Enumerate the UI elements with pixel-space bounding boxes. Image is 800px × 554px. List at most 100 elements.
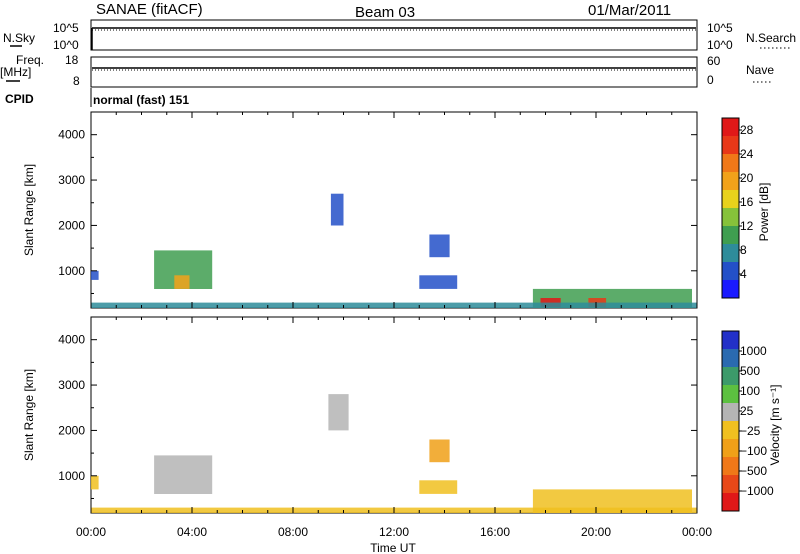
power-scatter-patch <box>91 270 99 280</box>
nsearch-tick-bottom: 10^0 <box>707 38 733 52</box>
velocity-colorbar-tick-label: 500 <box>740 364 760 378</box>
beam-title: Beam 03 <box>355 4 415 21</box>
nave-tick-bottom: 0 <box>707 73 714 87</box>
cpid-label: CPID <box>5 92 34 106</box>
noise-strip-frame <box>90 19 698 51</box>
power-colorbar-tick-label: 24 <box>740 147 754 161</box>
power-colorbar-tick-label: 20 <box>740 171 754 185</box>
velocity-colorbar-tick-label: −1000 <box>740 484 774 498</box>
power-scatter-patch <box>419 275 458 289</box>
velocity-colorbar-tick-label: −500 <box>740 464 767 478</box>
time-tick-label: 16:00 <box>480 525 510 539</box>
date-title: 01/Mar/2011 <box>588 2 671 19</box>
velocity-y-tick-label: 2000 <box>58 423 85 437</box>
nave-tick-top: 60 <box>707 54 721 68</box>
velocity-colorbar-segment <box>722 493 739 512</box>
power-colorbar-segment <box>722 262 739 281</box>
cpid-text: normal (fast) 151 <box>93 93 189 107</box>
time-tick-label: 00:00 <box>682 525 712 539</box>
velocity-y-tick-label: 1000 <box>58 469 85 483</box>
power-colorbar-segment <box>722 280 739 299</box>
velocity-scatter-patch <box>532 489 692 513</box>
power-y-tick-label: 1000 <box>58 264 85 278</box>
power-panel: 1000 2000 3000 4000 Slant Range [km] <box>22 111 698 309</box>
power-colorbar-segment <box>722 118 739 137</box>
frequency-strip-frame <box>90 56 698 88</box>
time-tick-label: 12:00 <box>379 525 409 539</box>
velocity-colorbar-tick-label: −25 <box>740 424 761 438</box>
time-axis-labels: 00:00 04:00 08:00 12:00 16:00 20:00 00:00 <box>76 525 712 539</box>
power-colorbar-segment <box>722 172 739 191</box>
power-colorbar-segment <box>722 208 739 227</box>
velocity-colorbar-frame <box>721 330 740 512</box>
power-colorbar-frame <box>721 117 740 299</box>
power-colorbar-tick-label: 16 <box>740 195 754 209</box>
power-colorbar-tick-label: 12 <box>740 219 754 233</box>
velocity-colorbar-segment <box>722 367 739 386</box>
velocity-colorbar-tick-label: −100 <box>740 444 767 458</box>
power-scatter-patch <box>174 275 190 289</box>
power-colorbar-segment <box>722 136 739 155</box>
power-cells <box>91 193 697 308</box>
nsearch-label: N.Search <box>746 31 796 45</box>
power-colorbar-segment <box>722 154 739 173</box>
velocity-panel: 1000 2000 3000 4000 Slant Range [km] <box>22 316 698 514</box>
freq-tick-top: 18 <box>65 53 79 67</box>
velocity-colorbar-segment <box>722 421 739 440</box>
velocity-colorbar-segment <box>722 349 739 368</box>
power-ylabel: Slant Range [km] <box>22 164 36 256</box>
power-scatter-patch <box>330 193 344 226</box>
xlabel: Time UT <box>370 541 416 554</box>
power-colorbar-tick-label: 4 <box>740 267 747 281</box>
time-tick-label: 08:00 <box>278 525 308 539</box>
time-tick-label: 20:00 <box>581 525 611 539</box>
power-y-tick-label: 2000 <box>58 218 85 232</box>
velocity-scatter-patch <box>419 480 458 494</box>
freq-tick-bottom: 8 <box>73 74 80 88</box>
velocity-colorbar: 1000 500 100 25 −25 −100 −500 −1000 <box>721 330 774 512</box>
power-colorbar-segment <box>722 226 739 245</box>
velocity-colorbar-segment <box>722 439 739 458</box>
nsky-tick-top: 10^5 <box>53 21 79 35</box>
noise-strip: N.Sky 10^5 10^0 10^5 10^0 N.Search <box>3 19 796 52</box>
time-tick-label: 04:00 <box>177 525 207 539</box>
power-scatter-patch <box>429 234 450 258</box>
frequency-strip: Freq. [MHz] 18 8 60 0 Nave <box>0 53 774 88</box>
freq-unit-label: [MHz] <box>0 65 31 79</box>
velocity-colorbar-segment <box>722 331 739 350</box>
velocity-y-ticks: 1000 2000 3000 4000 <box>58 333 697 499</box>
power-colorbar-segment <box>722 244 739 263</box>
nsearch-tick-top: 10^5 <box>707 21 733 35</box>
power-colorbar-tick-label: 28 <box>740 123 754 137</box>
velocity-scatter-patch <box>328 394 349 431</box>
velocity-colorbar-segment <box>722 457 739 476</box>
station-title: SANAE (fitACF) <box>96 1 203 18</box>
velocity-y-tick-label: 3000 <box>58 378 85 392</box>
nave-label: Nave <box>746 63 774 77</box>
power-colorbar-label: Power [dB] <box>757 183 771 242</box>
velocity-colorbar-label: Velocity [m s⁻¹] <box>768 384 782 465</box>
nsky-tick-bottom: 10^0 <box>53 38 79 52</box>
power-y-tick-label: 4000 <box>58 128 85 142</box>
nsky-label: N.Sky <box>3 31 35 45</box>
power-y-tick-label: 3000 <box>58 173 85 187</box>
velocity-colorbar-tick-label: 25 <box>740 404 754 418</box>
time-tick-label: 00:00 <box>76 525 106 539</box>
velocity-x-ticks <box>90 317 698 513</box>
power-colorbar-segment <box>722 190 739 209</box>
velocity-scatter-patch <box>154 455 213 494</box>
power-y-ticks: 1000 2000 3000 4000 <box>58 128 697 294</box>
velocity-colorbar-segment <box>722 475 739 494</box>
velocity-y-tick-label: 4000 <box>58 333 85 347</box>
velocity-colorbar-tick-label: 100 <box>740 384 760 398</box>
power-scatter-patch <box>588 298 607 308</box>
velocity-scatter-patch <box>429 439 450 463</box>
velocity-cells <box>91 394 697 513</box>
velocity-colorbar-segment <box>722 403 739 422</box>
velocity-ylabel: Slant Range [km] <box>22 369 36 461</box>
power-colorbar-tick-label: 8 <box>740 243 747 257</box>
velocity-scatter-patch <box>91 475 99 490</box>
velocity-colorbar-segment <box>722 385 739 404</box>
power-colorbar: 4 8 12 16 20 24 28 <box>721 117 754 299</box>
